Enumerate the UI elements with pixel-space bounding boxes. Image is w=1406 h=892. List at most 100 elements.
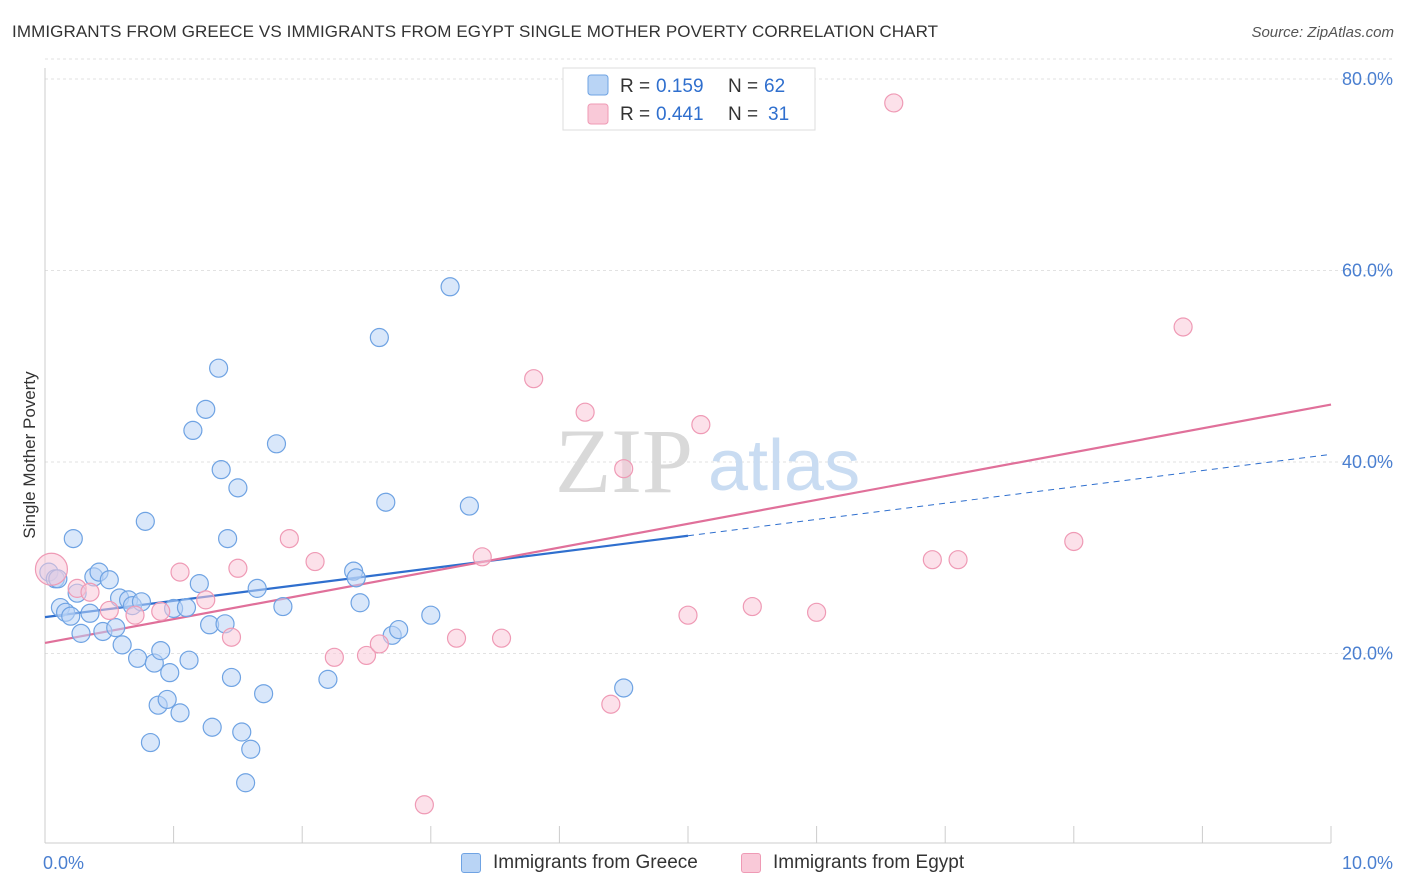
egypt-point-13: [356, 645, 377, 666]
egypt-point-9: [228, 558, 248, 578]
greece-point-7: [71, 623, 91, 643]
greece-point-18: [127, 648, 148, 668]
greece-point-41: [228, 478, 248, 498]
egypt-point-6: [170, 562, 190, 582]
greece-point-32: [189, 574, 209, 594]
legend-label-greece: Immigrants from Greece: [493, 852, 698, 873]
legend-n-label-2: N =: [728, 104, 758, 125]
greece-point-33: [196, 399, 216, 419]
greece-point-44: [241, 739, 261, 759]
egypt-point-24: [691, 415, 711, 435]
greece-point-42: [232, 722, 252, 742]
egypt-point-29: [948, 550, 968, 570]
egypt-point-2: [80, 582, 100, 602]
egypt-point-27: [884, 93, 904, 113]
y-axis-label: Single Mother Poverty: [20, 371, 39, 539]
greece-point-31: [183, 420, 203, 441]
legend-label-egypt: Immigrants from Egypt: [773, 852, 965, 873]
legend-swatch-egypt: [587, 103, 609, 125]
greece-point-60: [614, 678, 634, 698]
greece-point-47: [266, 434, 287, 454]
y-tick-label-60: 60.0%: [1342, 261, 1393, 281]
greece-point-35: [202, 717, 222, 737]
egypt-point-22: [614, 459, 634, 479]
bottom-legend: Immigrants from Greece Immigrants from E…: [0, 852, 1406, 878]
greece-point-52: [350, 593, 370, 613]
grid-lines: [45, 58, 1393, 654]
egypt-trend-line: [44, 403, 1332, 645]
greece-point-53: [369, 327, 389, 348]
axes: [44, 68, 1332, 844]
watermark-atlas: atlas: [708, 426, 860, 506]
greece-point-21: [140, 732, 161, 753]
greece-point-58: [440, 277, 460, 297]
legend-n-label-1: N =: [728, 76, 758, 97]
legend-item-egypt: Immigrants from Egypt: [741, 852, 964, 874]
egypt-point-14: [369, 634, 389, 654]
greece-trend-line: [44, 534, 689, 619]
greece-point-26: [160, 663, 180, 683]
greece-point-20: [135, 511, 155, 531]
egypt-point-12: [324, 647, 344, 667]
egypt-point-3: [99, 600, 119, 621]
greece-point-46: [254, 684, 274, 704]
legend-r-value-1: 0.159: [656, 76, 704, 97]
egypt-point-26: [806, 602, 827, 622]
egypt-point-31: [1173, 317, 1193, 337]
y-tick-label-80: 80.0%: [1342, 69, 1393, 89]
greece-trend-extension: [687, 453, 1332, 537]
y-tick-label-40: 40.0%: [1342, 452, 1393, 472]
trend-lines: [44, 403, 1332, 645]
greece-point-15: [112, 635, 132, 655]
greece-point-40: [221, 667, 242, 688]
legend-r-label-1: R =: [620, 76, 650, 97]
legend-n-value-1: 62: [764, 76, 785, 97]
greece-point-12: [99, 570, 119, 590]
greece-point-5: [63, 528, 83, 549]
greece-point-43: [236, 773, 256, 793]
greece-point-4: [61, 606, 81, 626]
egypt-point-15: [414, 795, 434, 815]
egypt-point-28: [922, 550, 942, 570]
egypt-point-21: [601, 694, 621, 714]
x-tick-label-0: 0.0%: [43, 853, 84, 873]
x-tick-label-10: 10.0%: [1342, 853, 1393, 873]
egypt-point-19: [524, 369, 544, 389]
egypt-point-11: [305, 551, 325, 572]
egypt-point-5: [151, 601, 171, 621]
egypt-point-8: [221, 627, 242, 647]
greece-point-49: [318, 669, 338, 689]
legend-swatch-greece: [587, 74, 609, 96]
egypt-point-0: [34, 552, 69, 586]
legend-n-value-2: 31: [768, 104, 789, 125]
egypt-point-4: [125, 605, 145, 625]
legend-r-value-2: 0.441: [656, 104, 704, 125]
top-legend: R = 0.159 N = 62 R = 0.441 N = 31: [562, 67, 816, 131]
greece-point-57: [421, 605, 441, 625]
greece-point-39: [218, 528, 238, 549]
egypt-point-20: [575, 402, 595, 422]
egypt-point-23: [678, 605, 698, 625]
greece-point-36: [209, 358, 229, 378]
legend-item-greece: Immigrants from Greece: [461, 852, 698, 874]
greece-point-25: [157, 689, 177, 710]
greece-point-56: [389, 619, 409, 640]
greece-point-8: [80, 603, 100, 623]
chart-title: IMMIGRANTS FROM GREECE VS IMMIGRANTS FRO…: [12, 22, 939, 41]
egypt-point-7: [196, 590, 216, 610]
greece-point-45: [247, 578, 267, 598]
greece-point-48: [273, 596, 293, 617]
greece-point-24: [151, 641, 171, 661]
egypt-point-30: [1064, 531, 1084, 552]
legend-swatch-egypt-bottom: [741, 853, 761, 873]
legend-r-label-2: R =: [620, 104, 650, 125]
y-tick-label-20: 20.0%: [1342, 644, 1393, 664]
greece-point-29: [176, 597, 197, 618]
egypt-point-18: [491, 628, 512, 648]
greece-point-51: [346, 568, 366, 588]
egypt-point-16: [446, 628, 467, 648]
greece-point-28: [170, 703, 190, 723]
greece-point-13: [106, 618, 126, 638]
data-points: [34, 93, 1193, 815]
